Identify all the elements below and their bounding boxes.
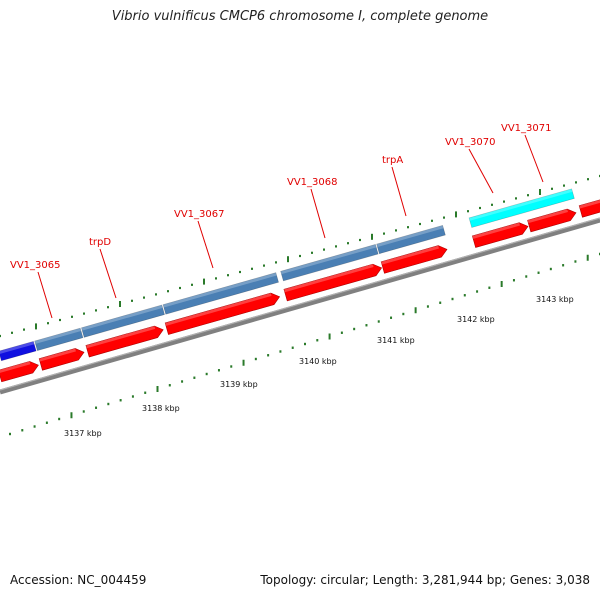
cds-trpd <box>85 325 164 358</box>
cds-vv1-3065b <box>38 348 85 371</box>
cds-vv1-3071 <box>527 208 577 233</box>
backbone <box>0 217 600 395</box>
leader-line <box>468 148 494 194</box>
scale-label-3143: 3143 kbp <box>536 295 574 304</box>
cds-next-shine <box>579 199 600 209</box>
scale-labels: 3137 kbp 3138 kbp 3139 kbp 3140 kbp 3141… <box>64 295 574 438</box>
cds-vv1-3068-shine <box>283 264 374 293</box>
gene-label-vv1-3067[interactable]: VV1_3067 <box>174 209 225 220</box>
scale-label-3137: 3137 kbp <box>64 429 102 438</box>
gene-segment-vv1-3068-shine <box>280 244 377 275</box>
cds-trpa-shine <box>381 245 439 265</box>
gene-label-vv1-3065[interactable]: VV1_3065 <box>10 260 61 271</box>
gene-track <box>0 188 575 362</box>
leader-line <box>197 220 214 269</box>
inner-tick-track <box>9 252 600 436</box>
backbone-line <box>0 217 600 395</box>
scale-label-3140: 3140 kbp <box>299 357 337 366</box>
gene-segment-vv1-3070 <box>468 188 575 228</box>
gene-segment-trpa <box>376 225 446 255</box>
cds-vv1-3070 <box>471 222 529 248</box>
label-leaders <box>37 134 544 319</box>
cds-vv1-3065-shine <box>0 361 31 373</box>
cds-vv1-3065 <box>0 361 39 383</box>
cds-trpd-shine <box>85 326 156 349</box>
leader-line <box>99 248 117 299</box>
leader-line <box>37 271 53 319</box>
scale-label-3141: 3141 kbp <box>377 336 415 345</box>
gene-segment-vv1-3067 <box>162 272 279 315</box>
gene-labels: VV1_3065 trpD VV1_3067 VV1_3068 trpA VV1… <box>10 123 552 271</box>
scale-label-3142: 3142 kbp <box>457 315 495 324</box>
cds-vv1-3068 <box>283 263 383 302</box>
gene-segment-vv1-3065a-shine <box>0 341 35 354</box>
cds-track <box>0 199 600 383</box>
gene-label-trpd[interactable]: trpD <box>89 237 111 248</box>
cds-vv1-3070-shine <box>472 222 520 239</box>
cds-vv1-3071-shine <box>527 209 568 224</box>
gene-segment-vv1-3067-shine <box>163 272 277 308</box>
cds-vv1-3067-shine <box>165 293 272 326</box>
map-title: Vibrio vulnificus CMCP6 chromosome I, co… <box>111 9 489 24</box>
cds-vv1-3065b-shine <box>39 348 76 362</box>
accession-text: Accession: NC_004459 <box>10 573 147 587</box>
genome-summary-text: Topology: circular; Length: 3,281,944 bp… <box>260 573 590 587</box>
gene-segment-vv1-3065a <box>0 340 37 362</box>
leader-line <box>524 134 544 183</box>
gene-label-vv1-3068[interactable]: VV1_3068 <box>287 177 338 188</box>
outer-tick-track <box>0 174 600 338</box>
gene-label-trpa[interactable]: trpA <box>382 155 403 166</box>
gene-label-vv1-3070[interactable]: VV1_3070 <box>445 137 496 148</box>
cds-vv1-3067 <box>164 292 281 335</box>
gene-segment-vv1-3065b-shine <box>34 328 82 344</box>
gene-label-vv1-3071[interactable]: VV1_3071 <box>501 123 552 134</box>
gene-segment-trpd-shine <box>81 304 163 331</box>
gene-segment-vv1-3070-shine <box>469 188 573 221</box>
gene-segment-vv1-3068 <box>280 244 379 282</box>
leader-line <box>391 166 407 217</box>
cds-next <box>578 199 600 218</box>
gene-segment-trpd <box>81 304 165 338</box>
leader-line <box>310 188 326 239</box>
gene-segment-trpa-shine <box>376 225 444 247</box>
scale-label-3138: 3138 kbp <box>142 404 180 413</box>
cds-trpa <box>380 245 448 274</box>
scale-label-3139: 3139 kbp <box>220 380 258 389</box>
backbone-highlight <box>0 217 600 391</box>
gene-segment-vv1-3065b <box>34 327 84 351</box>
